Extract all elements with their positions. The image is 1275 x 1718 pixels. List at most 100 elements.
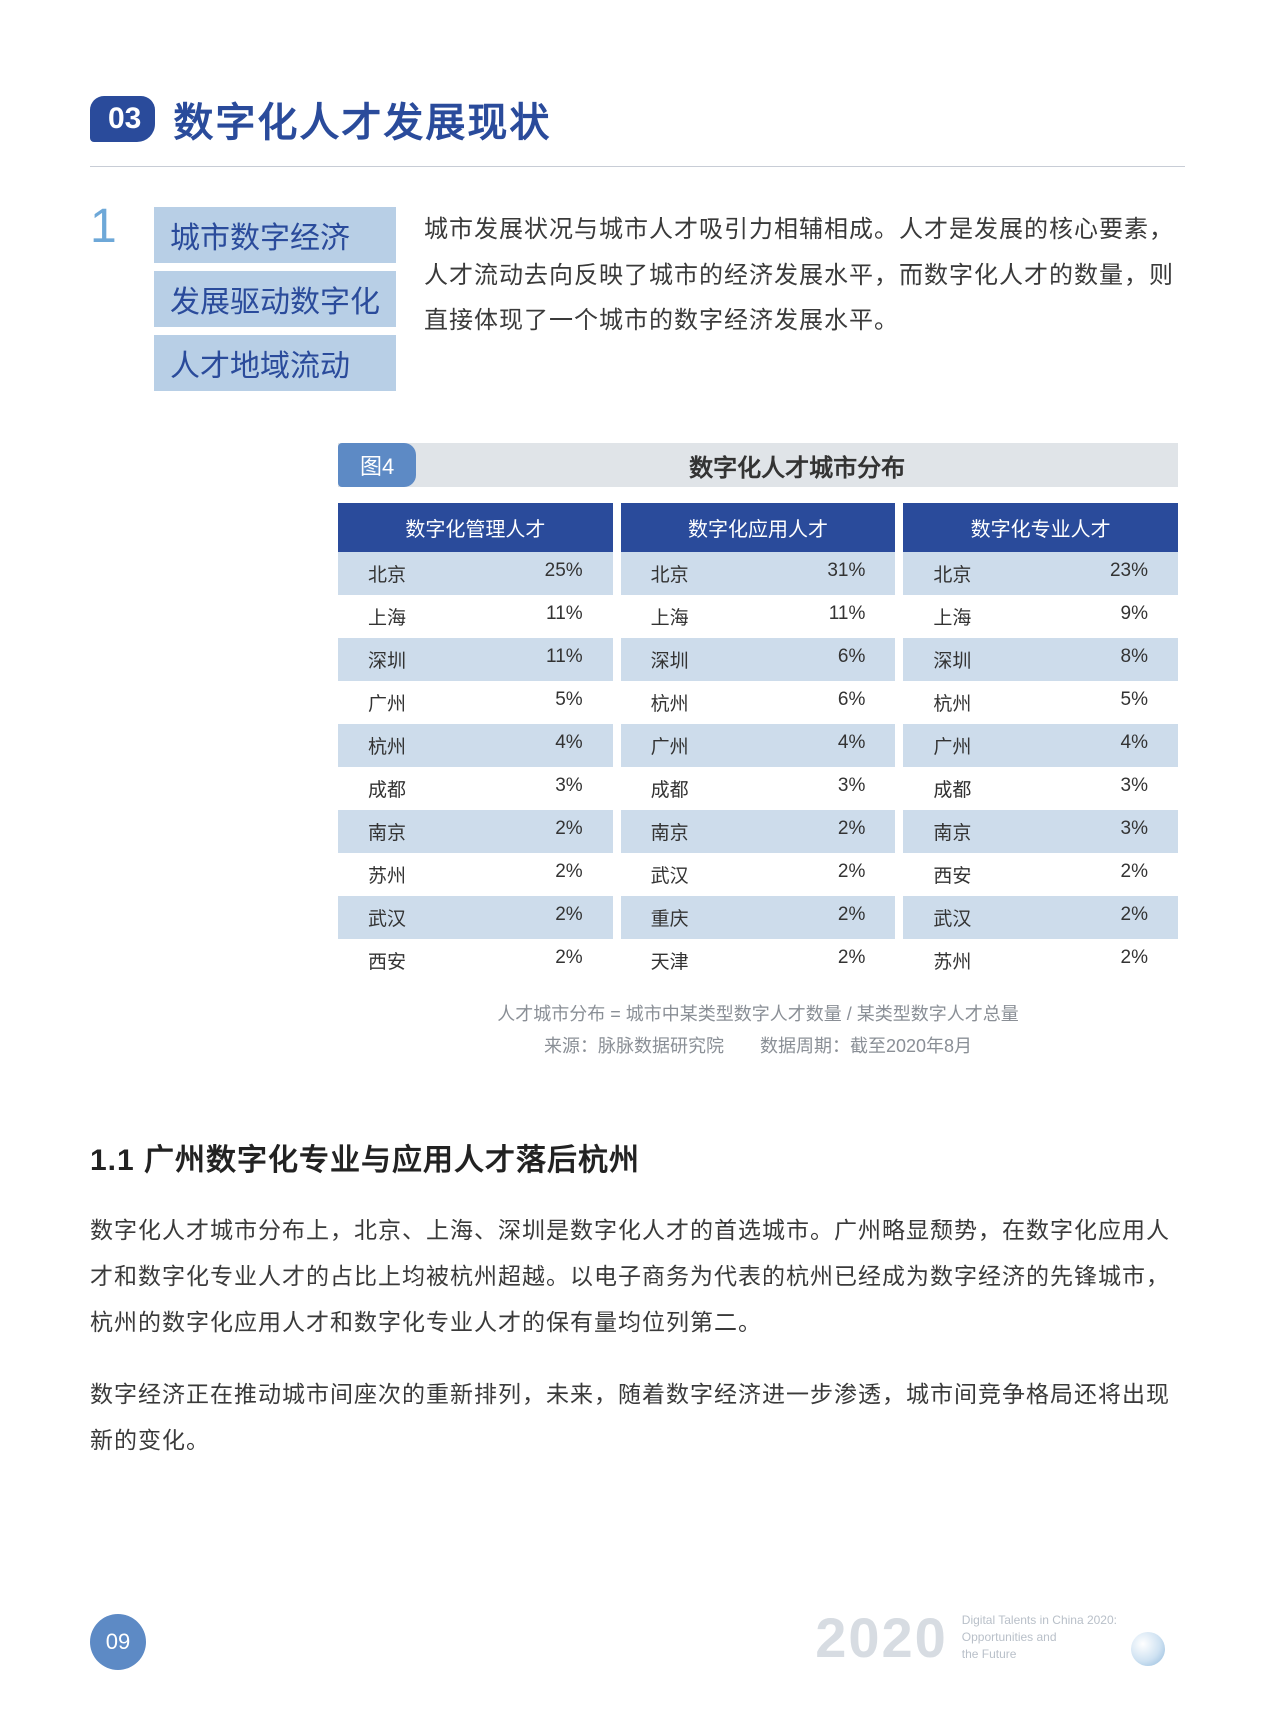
table-row: 西安 2% xyxy=(338,939,613,982)
chapter-header: 03 数字化人才发展现状 xyxy=(90,90,1185,148)
subhead: 发展驱动数字化 xyxy=(154,271,396,327)
table-row: 重庆2% xyxy=(621,896,896,939)
cell-percent: 23% xyxy=(1110,560,1148,587)
cell-city: 南京 xyxy=(651,818,689,845)
table-row: 深圳 8% xyxy=(903,638,1178,681)
table-row: 北京25% xyxy=(338,552,613,595)
table-column: 数字化应用人才北京31%上海11%深圳6%杭州6%广州4%成都3%南京2%武汉2… xyxy=(621,503,896,982)
cell-city: 杭州 xyxy=(368,732,406,759)
cell-percent: 2% xyxy=(555,861,582,888)
cell-city: 广州 xyxy=(651,732,689,759)
table-row: 杭州 4% xyxy=(338,724,613,767)
cell-city: 南京 xyxy=(933,818,971,845)
table-row: 武汉 2% xyxy=(903,896,1178,939)
table-row: 武汉 2% xyxy=(338,896,613,939)
cell-city: 武汉 xyxy=(368,904,406,931)
figure-caption: 人才城市分布 = 城市中某类型数字人才数量 / 某类型数字人才总量 来源：脉脉数… xyxy=(338,998,1178,1063)
table-row: 西安 2% xyxy=(903,853,1178,896)
table-row: 深圳 6% xyxy=(621,638,896,681)
table-row: 武汉 2% xyxy=(621,853,896,896)
footer-subtitle: Digital Talents in China 2020: Opportuni… xyxy=(962,1612,1117,1662)
cell-percent: 6% xyxy=(838,646,865,673)
divider xyxy=(90,166,1185,167)
cell-percent: 25% xyxy=(545,560,583,587)
cell-city: 成都 xyxy=(651,775,689,802)
cell-percent: 2% xyxy=(838,947,865,974)
cell-city: 北京 xyxy=(933,560,971,587)
cell-percent: 2% xyxy=(555,947,582,974)
cell-city: 北京 xyxy=(651,560,689,587)
table-row: 广州4% xyxy=(621,724,896,767)
figure-badge: 图4 xyxy=(338,443,416,487)
cell-city: 南京 xyxy=(368,818,406,845)
cell-percent: 11% xyxy=(829,603,866,630)
table-row: 成都3% xyxy=(903,767,1178,810)
cell-city: 深圳 xyxy=(368,646,406,673)
subsection-title: 1.1 广州数字化专业与应用人才落后杭州 xyxy=(90,1135,1185,1179)
column-header: 数字化专业人才 xyxy=(903,503,1178,552)
footer-right: 2020 Digital Talents in China 2020: Oppo… xyxy=(815,1605,1165,1670)
cell-city: 武汉 xyxy=(651,861,689,888)
cell-percent: 5% xyxy=(555,689,582,716)
cell-percent: 4% xyxy=(1121,732,1148,759)
cell-percent: 11% xyxy=(546,603,583,630)
table-column: 数字化专业人才北京 23% 上海 9% 深圳 8% 杭州5% 广州 4% 成都3% 南京 3% 西安 2%… xyxy=(903,503,1178,982)
cell-percent: 3% xyxy=(555,775,582,802)
sphere-icon xyxy=(1131,1632,1165,1666)
cell-percent: 2% xyxy=(838,861,865,888)
table-column: 数字化管理人才北京25%上海11%深圳11%广州5%杭州4%成都3%南京2%苏州… xyxy=(338,503,613,982)
figure-title: 数字化人才城市分布 xyxy=(416,443,1178,487)
cell-percent: 9% xyxy=(1121,603,1148,630)
cell-city: 苏州 xyxy=(368,861,406,888)
cell-city: 上海 xyxy=(651,603,689,630)
distribution-table: 数字化管理人才北京25%上海11%深圳11%广州5%杭州4%成都3%南京2%苏州… xyxy=(338,503,1178,982)
intro-paragraph: 城市发展状况与城市人才吸引力相辅相成。人才是发展的核心要素，人才流动去向反映了城… xyxy=(424,207,1185,344)
table-row: 天津 2% xyxy=(621,939,896,982)
chapter-title: 数字化人才发展现状 xyxy=(173,90,551,148)
table-row: 南京 2% xyxy=(621,810,896,853)
footer-year: 2020 xyxy=(815,1605,948,1670)
subhead: 城市数字经济 xyxy=(154,207,396,263)
chapter-badge: 03 xyxy=(90,96,155,142)
figure-title-row: 图4 数字化人才城市分布 xyxy=(338,443,1178,487)
cell-percent: 2% xyxy=(1121,861,1148,888)
cell-percent: 8% xyxy=(1121,646,1148,673)
cell-percent: 11% xyxy=(546,646,583,673)
cell-city: 成都 xyxy=(368,775,406,802)
cell-city: 上海 xyxy=(368,603,406,630)
cell-percent: 2% xyxy=(555,818,582,845)
cell-city: 深圳 xyxy=(933,646,971,673)
column-header: 数字化应用人才 xyxy=(621,503,896,552)
cell-percent: 4% xyxy=(555,732,582,759)
cell-city: 深圳 xyxy=(651,646,689,673)
cell-percent: 3% xyxy=(1121,818,1148,845)
table-row: 苏州 2% xyxy=(338,853,613,896)
table-row: 苏州2% xyxy=(903,939,1178,982)
cell-percent: 2% xyxy=(838,818,865,845)
table-row: 南京 2% xyxy=(338,810,613,853)
figure-4: 图4 数字化人才城市分布 数字化管理人才北京25%上海11%深圳11%广州5%杭… xyxy=(338,443,1178,1063)
table-row: 广州5% xyxy=(338,681,613,724)
subhead-list: 城市数字经济 发展驱动数字化 人才地域流动 xyxy=(154,207,396,391)
cell-percent: 31% xyxy=(827,560,865,587)
table-row: 成都3% xyxy=(621,767,896,810)
cell-city: 上海 xyxy=(933,603,971,630)
table-row: 广州 4% xyxy=(903,724,1178,767)
cell-city: 武汉 xyxy=(933,904,971,931)
body-paragraph: 数字经济正在推动城市间座次的重新排列，未来，随着数字经济进一步渗透，城市间竞争格… xyxy=(90,1371,1185,1463)
cell-percent: 5% xyxy=(1121,689,1148,716)
cell-city: 西安 xyxy=(368,947,406,974)
cell-city: 广州 xyxy=(933,732,971,759)
cell-city: 西安 xyxy=(933,861,971,888)
cell-percent: 3% xyxy=(1121,775,1148,802)
body-paragraph: 数字化人才城市分布上，北京、上海、深圳是数字化人才的首选城市。广州略显颓势，在数… xyxy=(90,1207,1185,1345)
cell-percent: 2% xyxy=(1121,904,1148,931)
table-row: 南京 3% xyxy=(903,810,1178,853)
page-footer: 09 2020 Digital Talents in China 2020: O… xyxy=(90,1605,1165,1670)
cell-city: 天津 xyxy=(651,947,689,974)
table-row: 北京 23% xyxy=(903,552,1178,595)
cell-percent: 2% xyxy=(555,904,582,931)
table-row: 北京 31% xyxy=(621,552,896,595)
table-row: 杭州5% xyxy=(903,681,1178,724)
table-row: 成都 3% xyxy=(338,767,613,810)
